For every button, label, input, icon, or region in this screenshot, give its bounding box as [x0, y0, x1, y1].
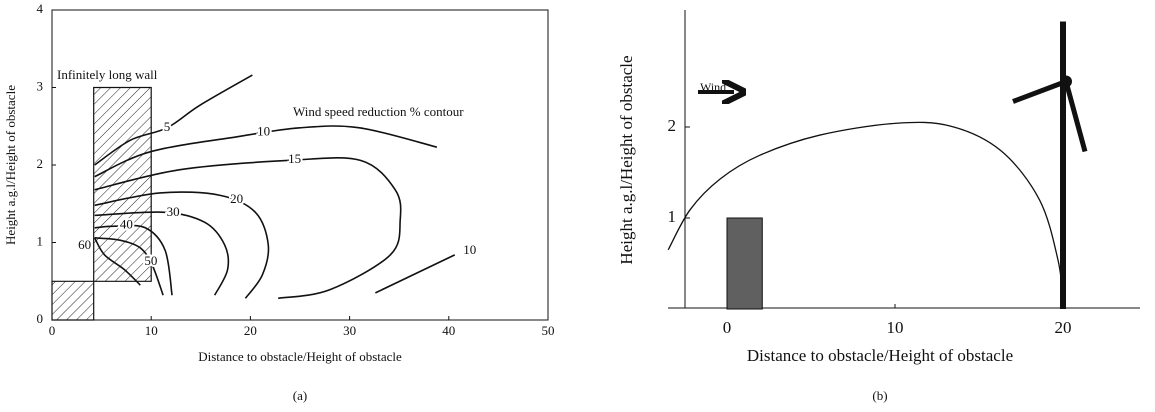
- annotation: Wind speed reduction % contour: [293, 104, 464, 119]
- x-axis-label: Distance to obstacle/Height of obstacle: [747, 346, 1013, 365]
- turbine-blades: [1012, 79, 1088, 153]
- x-axis-label: Distance to obstacle/Height of obstacle: [198, 349, 402, 364]
- x-tick-label: 30: [343, 323, 356, 338]
- x-tick-label: 10: [145, 323, 158, 338]
- y-tick-label: 2: [37, 156, 44, 171]
- obstacle: [726, 217, 763, 310]
- x-tick-label: 20: [1055, 318, 1072, 337]
- turbine-tower: [1060, 21, 1066, 309]
- contour-label: 30: [167, 204, 180, 219]
- x-tick-label: 40: [442, 323, 455, 338]
- contour-line: [94, 224, 173, 296]
- y-tick-label: 2: [668, 116, 677, 135]
- contour-label: 10: [463, 242, 476, 257]
- contour-label: 5: [164, 119, 171, 134]
- wall-label: Infinitely long wall: [57, 67, 158, 82]
- y-tick-label: 1: [668, 207, 677, 226]
- x-tick-label: 50: [542, 323, 555, 338]
- contour-label: 40: [120, 217, 133, 232]
- contour-label: 50: [144, 253, 157, 268]
- contour-line: [94, 237, 164, 296]
- caption: (a): [293, 388, 307, 403]
- contour-label: 10: [257, 123, 270, 138]
- contour-line: [94, 157, 402, 300]
- x-tick-label: 0: [723, 318, 732, 337]
- y-tick-label: 3: [37, 78, 44, 93]
- contour-line: [94, 125, 438, 178]
- contour-line: [94, 211, 230, 296]
- x-tick-label: 10: [887, 318, 904, 337]
- y-tick-label: 4: [37, 1, 44, 16]
- x-tick-label: 20: [244, 323, 257, 338]
- contour-label: 60: [78, 237, 91, 252]
- contour-label: 20: [230, 191, 243, 206]
- turbine-hub: [1060, 75, 1072, 88]
- contour-label: 15: [288, 151, 301, 166]
- caption: (b): [872, 388, 887, 403]
- flow-line: [667, 121, 1064, 300]
- y-axis-label: Height a.g.l/Height of obstacle: [3, 85, 18, 245]
- y-tick-label: 1: [37, 233, 44, 248]
- contour-line: [94, 74, 253, 166]
- contour-line: [375, 254, 456, 294]
- y-tick-label: 0: [37, 311, 44, 326]
- contour-line: [94, 191, 270, 299]
- y-axis-label: Height a.g.l/Height of obstacle: [617, 55, 636, 264]
- x-tick-label: 0: [49, 323, 56, 338]
- contour-line: [93, 237, 141, 286]
